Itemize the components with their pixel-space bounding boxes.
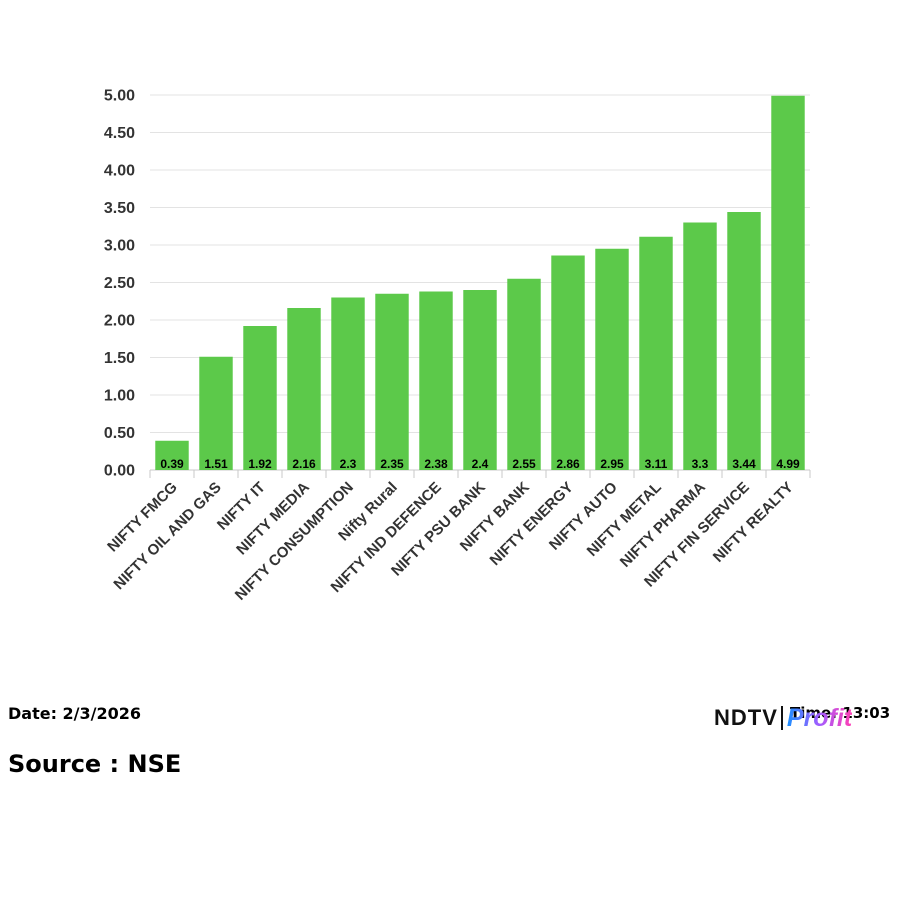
- data-label: 3.44: [732, 457, 756, 471]
- time-label: Time: 13:03: [790, 704, 891, 722]
- logo-brand: NDTV: [714, 705, 778, 730]
- bar: [639, 236, 673, 470]
- data-label: 0.39: [160, 457, 184, 471]
- bar: [463, 290, 497, 470]
- y-tick-label: 0.50: [104, 425, 135, 442]
- bar: [595, 248, 629, 470]
- y-tick-label: 2.50: [104, 275, 135, 292]
- data-label: 1.51: [204, 457, 228, 471]
- bar: [199, 356, 233, 470]
- x-axis-ticks: [149, 470, 811, 478]
- bar-chart: 0.00 0.50 1.00 1.50 2.00 2.50 3.00 3.50 4.00 4.50…: [104, 88, 811, 604]
- bar: [771, 95, 805, 470]
- source-label: Source : NSE: [8, 750, 182, 778]
- data-label: 2.38: [424, 457, 448, 471]
- data-label: 2.35: [380, 457, 404, 471]
- bar: [155, 440, 189, 470]
- logo-divider: [780, 706, 783, 730]
- bar: [683, 222, 717, 470]
- data-label: 4.99: [776, 457, 800, 471]
- bar: [331, 297, 365, 470]
- data-label: 3.11: [645, 457, 668, 471]
- y-tick-label: 5.00: [104, 88, 135, 105]
- y-tick-label: 3.50: [104, 200, 135, 217]
- data-label: 2.55: [512, 457, 536, 471]
- logo-product: Profit: [786, 703, 853, 732]
- ndtv-profit-logo: NDTV Profit: [714, 701, 852, 735]
- y-tick-label: 0.00: [104, 463, 135, 480]
- y-axis-ticks: 0.00 0.50 1.00 1.50 2.00 2.50 3.00 3.50 4.00 4.50…: [104, 88, 135, 480]
- bar: [419, 291, 453, 470]
- bar: [375, 293, 409, 470]
- bars: [155, 95, 805, 470]
- date-label: Date: 2/3/2026: [8, 704, 142, 723]
- category-label: NIFTY REALTY: [710, 479, 797, 566]
- y-tick-label: 1.50: [104, 350, 135, 367]
- bar: [551, 255, 585, 470]
- data-label: 3.3: [692, 457, 709, 471]
- y-tick-label: 4.00: [104, 163, 135, 180]
- bar: [507, 278, 541, 470]
- data-label: 2.95: [600, 457, 624, 471]
- y-tick-label: 1.00: [104, 388, 135, 405]
- data-labels: 0.39 1.51 1.92 2.16 2.3 2.35 2.38 2.4 2.55 2.86 2.…: [160, 457, 800, 471]
- data-label: 2.3: [340, 457, 357, 471]
- bar: [727, 212, 761, 470]
- data-label: 2.4: [472, 457, 489, 471]
- data-label: 1.92: [248, 457, 272, 471]
- data-label: 2.16: [292, 457, 316, 471]
- y-tick-label: 2.00: [104, 313, 135, 330]
- bar: [287, 308, 321, 470]
- y-tick-label: 4.50: [104, 125, 135, 142]
- y-tick-label: 3.00: [104, 238, 135, 255]
- bar: [243, 326, 277, 470]
- data-label: 2.86: [556, 457, 580, 471]
